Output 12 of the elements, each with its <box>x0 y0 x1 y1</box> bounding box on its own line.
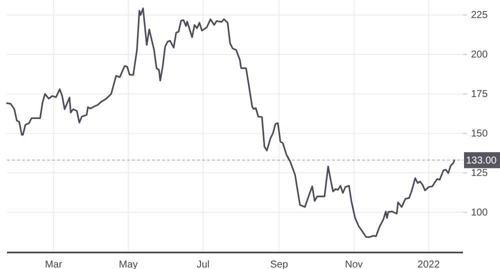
x-tick-label: Mar <box>44 260 63 269</box>
line-series <box>6 8 456 238</box>
y-tick-label: 225 <box>471 10 488 22</box>
y-tick-label: 200 <box>471 50 488 61</box>
x-tick-label: Nov <box>345 260 363 269</box>
y-tick-label: 175 <box>471 89 488 100</box>
y-tick-label: 125 <box>471 168 488 180</box>
x-tick-label: Jul <box>196 260 210 269</box>
ref-line-label: 133.00 <box>466 156 498 167</box>
y-tick-label: 100 <box>471 207 488 218</box>
x-tick-label: 2022 <box>418 260 440 269</box>
y-tick-label: 150 <box>471 128 488 140</box>
